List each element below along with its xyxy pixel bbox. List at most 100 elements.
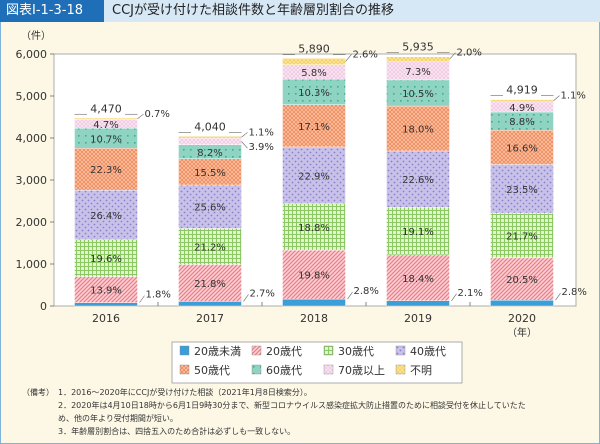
bar-segment-60歳代 [282,78,346,105]
bar-segment-20歳代 [178,264,242,302]
leader-line [241,132,248,138]
total-label: 4,919 [506,83,538,96]
leader-line [139,295,145,303]
legend-swatch [395,364,406,375]
data-label: 5.8% [301,68,326,79]
bar-segment-30歳代 [386,207,450,256]
bar-segment-20歳未満 [74,302,138,307]
legend-swatch [251,364,262,375]
data-label: 18.4% [402,274,434,285]
y-tick-label: 4,000 [16,132,48,145]
data-label: 1.8% [146,290,171,301]
data-label: 19.1% [402,227,434,238]
total-label: 4,040 [194,120,226,133]
legend-swatch [179,364,190,375]
leader-line [449,52,456,60]
data-label: 15.5% [194,168,226,179]
legend-label: 20歳代 [266,345,302,358]
note-2: 2．2020年は4月10日18時から6月1日9時30分まで、新型コロナウイルス感… [58,401,526,423]
legend-label: 30歳代 [338,345,374,358]
data-label: 3.9% [249,142,274,153]
data-label: 8.2% [197,148,222,159]
data-label: 2.8% [354,286,379,297]
legend-swatch [323,345,334,356]
data-label: 4.7% [93,120,118,131]
data-label: 26.4% [90,211,122,222]
y-axis-label: （件） [21,30,51,42]
data-label: 18.8% [298,223,330,234]
leader-line [347,291,353,300]
data-label: 10.7% [90,134,122,145]
note-1: 1．2016～2020年にCCJが受け付けた相談（2021年1月8日検索分）。 [58,388,312,397]
bar-segment-20歳代 [386,254,450,301]
bar-segment-20歳未満 [282,298,346,307]
data-label: 2.7% [250,288,275,299]
total-label: 5,890 [298,43,330,56]
data-label: 4.9% [509,103,534,114]
bar-segment-40歳代 [386,150,450,208]
notes: （備考） 1．2016～2020年にCCJが受け付けた相談（2021年1月8日検索… [22,386,538,438]
bar-segment-30歳代 [490,212,554,259]
legend-swatch [251,345,262,356]
bar-segment-20歳代 [282,249,346,300]
bar-segment-30歳代 [282,203,346,251]
data-label: 23.5% [506,185,538,196]
data-label: 22.6% [402,175,434,186]
figure-number: 図表Ⅰ-1-3-18 [0,0,104,22]
y-tick-label: 6,000 [16,48,48,61]
bar-segment-70歳以上 [178,137,242,146]
leader-line [137,113,144,119]
leader-line [345,54,352,62]
bar-segment-不明 [490,99,554,103]
data-label: 22.9% [298,171,330,182]
notes-label: （備考） [22,388,54,397]
x-tick-label: 2018 [300,312,328,325]
leader-line [451,293,457,301]
data-label: 19.8% [298,271,330,282]
data-label: 19.6% [90,254,122,265]
data-label: 20.5% [506,275,538,286]
legend-label: 60歳代 [266,364,302,377]
legend-label: 70歳以上 [338,364,385,377]
data-label: 17.1% [298,122,330,133]
bar-segment-30歳代 [178,228,242,265]
data-label: 2.8% [562,287,587,298]
y-tick-label: 0 [40,300,47,313]
y-tick-label: 3,000 [16,174,48,187]
legend-label: 40歳代 [410,345,446,358]
bar-segment-40歳代 [282,146,346,204]
x-tick-label: 2019 [404,312,432,325]
legend-swatch [395,345,406,356]
bar-segment-不明 [74,117,138,120]
data-label: 1.1% [249,127,274,138]
bar-segment-不明 [282,58,346,66]
legend-label: 50歳代 [194,364,230,377]
data-label: 21.2% [194,242,226,253]
y-tick-label: 1,000 [16,258,48,271]
bar-segment-50歳代 [178,158,242,186]
data-label: 0.7% [145,109,170,120]
x-tick-label: 2016 [92,312,120,325]
x-tick-label: 2017 [196,312,224,325]
x-axis-label: （年） [507,326,537,339]
data-label: 21.7% [506,231,538,242]
bar-segment-不明 [386,56,450,62]
legend-swatch [179,345,190,356]
bar-segment-20歳代 [490,257,554,301]
data-label: 22.3% [90,165,122,176]
title-bar: 図表Ⅰ-1-3-18 CCJが受け付けた相談件数と年齢層別割合の推移 [0,0,600,22]
y-tick-label: 5,000 [16,90,48,103]
data-label: 25.6% [194,203,226,214]
data-label: 7.3% [405,67,430,78]
legend-label: 20歳未満 [194,345,241,358]
data-label: 18.0% [402,125,434,136]
legend: 20歳未満 20歳代 30歳代 40歳代 50歳代 60歳代 70歳以上 不明 [171,341,463,384]
leader-line [243,294,249,302]
legend-label: 不明 [410,364,432,377]
stacked-bar-chart: （件） 0 1,000 2,000 3,000 4,000 5,000 6,000 2016 1.… [16,30,587,384]
data-label: 13.9% [90,286,122,297]
note-3: 3．年齢層別割合は、四捨五入のため合計は必ずしも一致しない。 [58,427,296,436]
data-label: 2.0% [457,48,482,59]
data-label: 21.8% [194,279,226,290]
legend-swatch [323,364,334,375]
